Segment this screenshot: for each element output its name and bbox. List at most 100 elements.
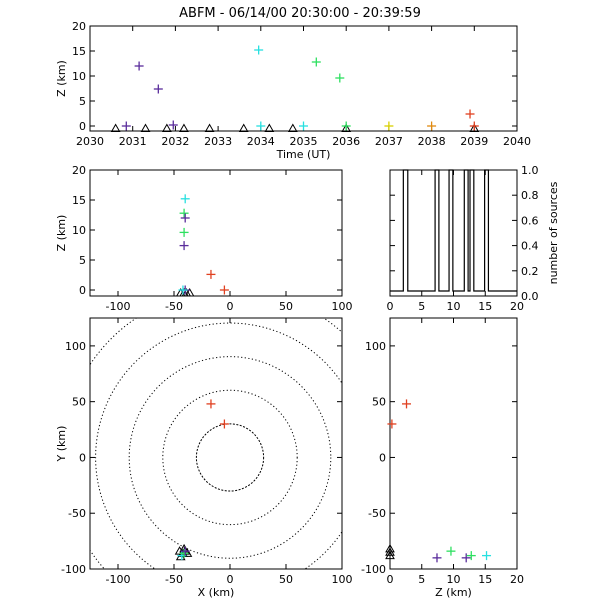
source-point: [179, 548, 189, 558]
source-point: [446, 546, 456, 556]
panel-plan-view: -100 -50 0 50 100 -100 -50 0 50 100 X (km) Y (km): [55, 317, 353, 599]
y-tick-label: -50: [368, 507, 386, 520]
plot-frame: [389, 317, 518, 570]
x-tick-label: 100: [332, 300, 353, 313]
x-tick-label: 15: [478, 573, 492, 586]
y-tick-label: 0: [79, 284, 86, 297]
source-point: [178, 285, 188, 295]
y-tick-label: 0.6: [521, 214, 539, 227]
source-point: [180, 546, 190, 556]
x-tick-label: -100: [106, 300, 131, 313]
source-point: [206, 269, 216, 279]
histogram-bars: [390, 169, 517, 292]
source-point: [311, 57, 321, 67]
y-tick-label: -100: [61, 563, 86, 576]
x-tick-label: 50: [279, 573, 293, 586]
y-axis-label: Y (km): [55, 426, 68, 463]
panel-z-y: 0 5 10 15 20 -100 -50 0 50 100 Z (km): [361, 317, 524, 599]
y-tick-label: 0: [379, 451, 386, 464]
station-triangle: [204, 123, 215, 132]
x-tick-label: 2038: [418, 135, 446, 148]
plot-frame: [89, 317, 343, 570]
source-point: [482, 551, 492, 561]
plot-frame: [89, 169, 343, 297]
source-point: [256, 121, 266, 131]
y-tick-label: 5: [79, 95, 86, 108]
x-tick-label: 0: [227, 573, 234, 586]
panel-time-height: 2030 2031 2032 2033 2034 2035 2036 2037 2038 2039…: [55, 20, 531, 161]
source-point: [168, 120, 178, 130]
x-tick-label: -50: [165, 573, 183, 586]
y-tick-label: 0: [79, 451, 86, 464]
panel-histogram: 0 5 10 15 200.0 0.2 0.4 0.6 0.8 1.0 number of sour…: [387, 164, 561, 313]
x-tick-label: 100: [332, 573, 353, 586]
plot-frame: [389, 169, 518, 297]
y-tick-label: 50: [72, 396, 86, 409]
panel-x-height: -100 -50 0 50 100 0 5 10 15 20 Z (km): [55, 164, 353, 313]
source-point: [341, 121, 351, 131]
y-tick-label: 100: [365, 340, 386, 353]
x-tick-label: -100: [106, 573, 131, 586]
range-ring: [90, 318, 342, 569]
station-triangle: [469, 123, 480, 132]
source-point: [219, 285, 229, 295]
x-tick-label: -50: [165, 300, 183, 313]
station-triangle: [238, 123, 249, 132]
x-tick-label: 0: [227, 300, 234, 313]
station-triangle: [184, 287, 195, 297]
x-tick-label: 2040: [503, 135, 531, 148]
x-tick-label: 5: [418, 300, 425, 313]
station-triangle: [264, 123, 275, 132]
y-tick-label: 15: [72, 194, 86, 207]
x-tick-label: 2039: [460, 135, 488, 148]
source-point: [180, 194, 190, 204]
x-tick-label: 2032: [161, 135, 189, 148]
x-tick-label: 2036: [332, 135, 360, 148]
y-tick-label: 5: [79, 254, 86, 267]
x-tick-label: 2037: [375, 135, 403, 148]
source-point: [432, 553, 442, 563]
y-tick-label: 50: [372, 396, 386, 409]
y-tick-label: 20: [72, 20, 86, 33]
x-tick-label: 2030: [76, 135, 104, 148]
source-point: [254, 45, 264, 55]
station-triangle: [287, 123, 298, 132]
y-tick-label: 10: [72, 70, 86, 83]
station-triangle: [140, 123, 151, 132]
source-point: [219, 419, 229, 429]
station-triangle: [161, 123, 172, 132]
station-triangle: [341, 123, 352, 132]
x-tick-label: 15: [478, 300, 492, 313]
x-tick-label: 2031: [119, 135, 147, 148]
y-tick-label: 0.8: [521, 189, 539, 202]
source-point: [387, 419, 397, 429]
station-triangle: [179, 123, 189, 132]
source-point: [179, 227, 189, 237]
source-point: [427, 121, 437, 131]
range-ring: [128, 356, 332, 559]
x-tick-label: 0: [387, 300, 394, 313]
range-ring: [162, 389, 298, 526]
x-tick-label: 20: [510, 300, 524, 313]
source-point: [299, 121, 308, 131]
y-tick-label: 0.0: [521, 290, 539, 303]
x-axis-label: Time (UT): [276, 148, 331, 161]
source-point: [179, 241, 189, 251]
source-point: [153, 84, 163, 94]
x-tick-label: 0: [387, 573, 394, 586]
station-triangle: [385, 543, 395, 553]
source-point: [384, 121, 394, 131]
source-point: [465, 109, 475, 119]
x-tick-label: 2035: [290, 135, 318, 148]
y-tick-label: 100: [65, 340, 86, 353]
x-tick-label: 10: [447, 573, 461, 586]
plot-frame: [89, 25, 518, 132]
y-tick-label: 10: [72, 224, 86, 237]
y-tick-label: 1.0: [521, 164, 539, 177]
y-axis-label: Z (km): [55, 215, 68, 252]
source-point: [206, 399, 216, 409]
y-tick-label: -100: [361, 563, 386, 576]
source-point: [180, 213, 190, 223]
y-tick-label: 20: [72, 164, 86, 177]
